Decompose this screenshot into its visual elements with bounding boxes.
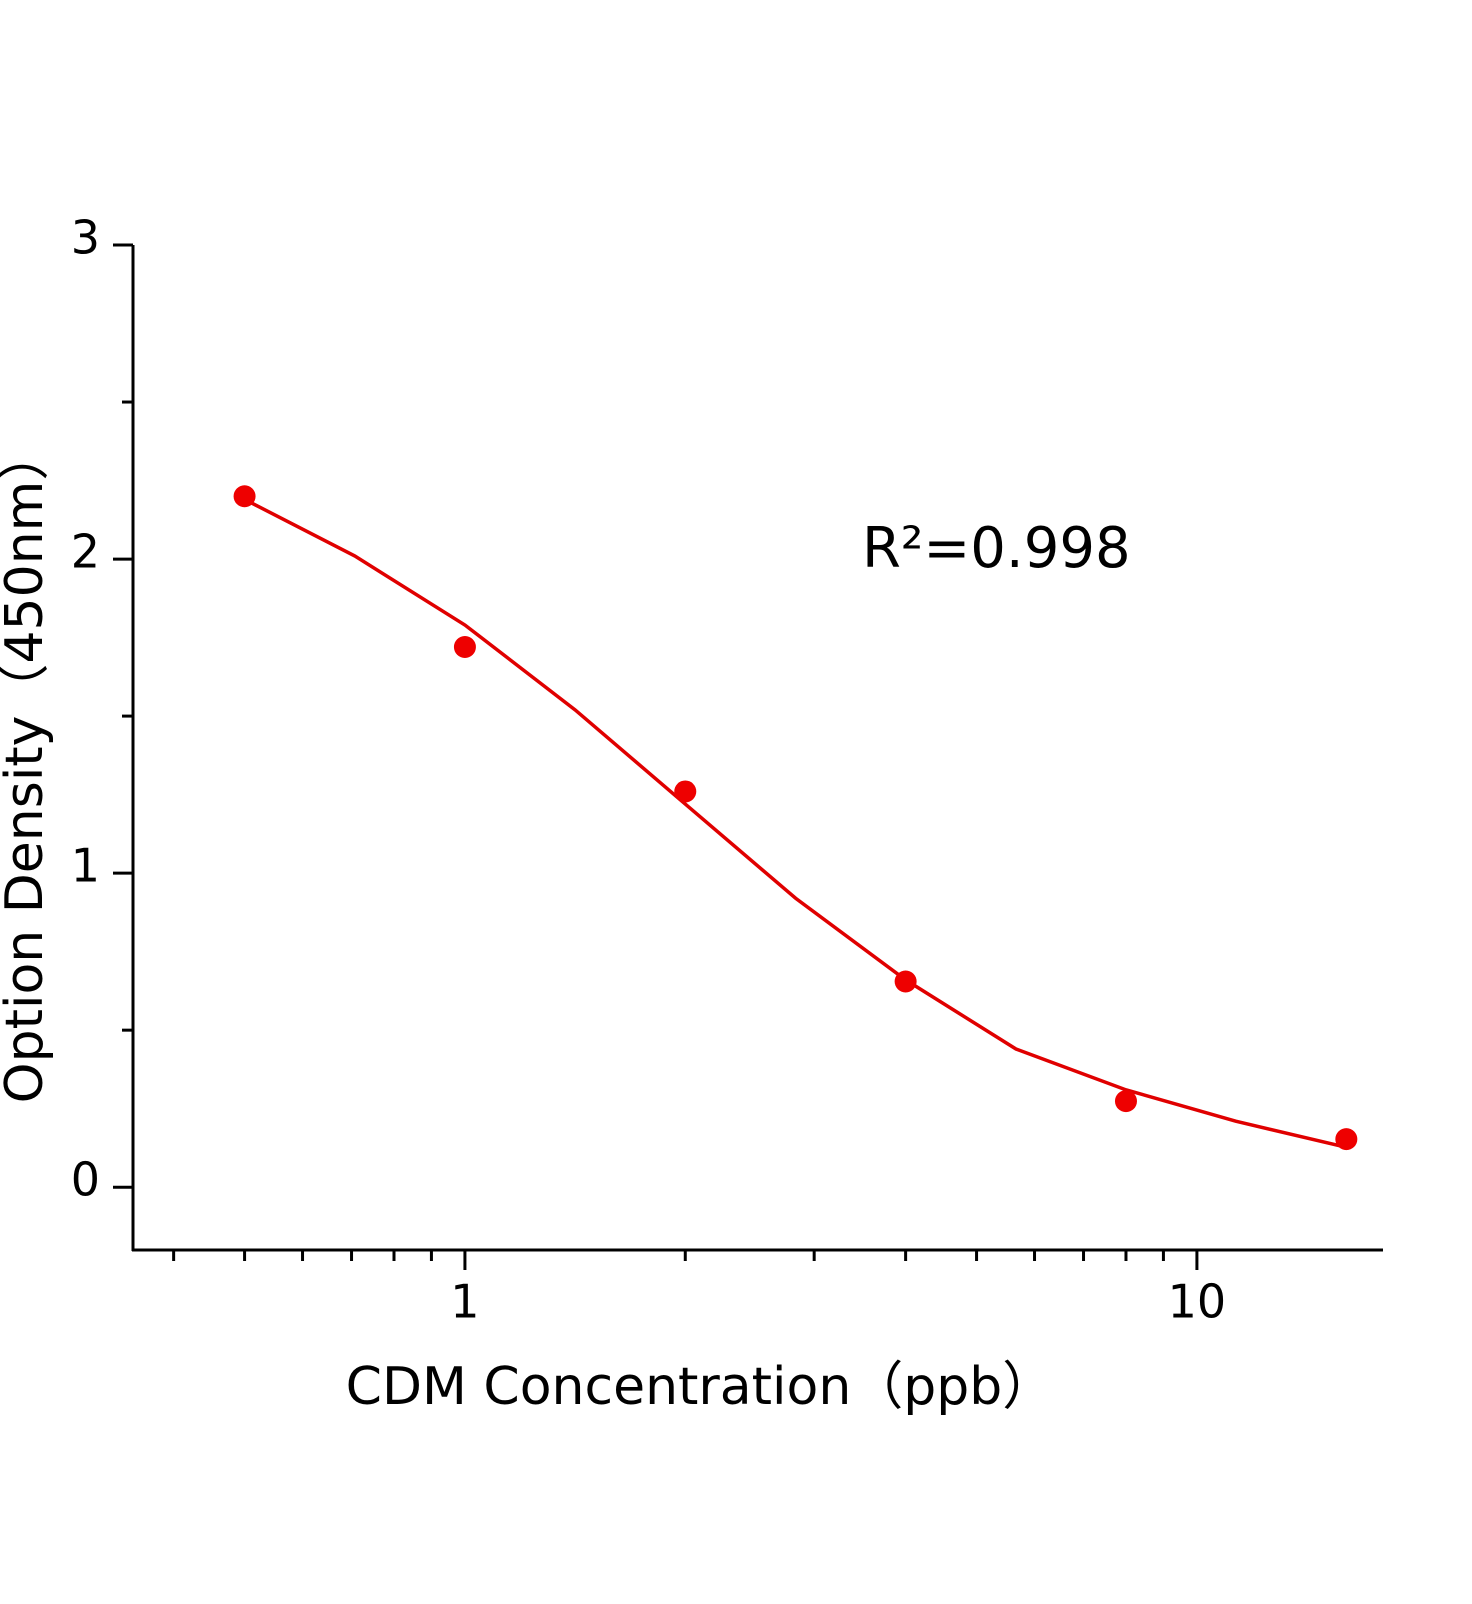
data-point	[1335, 1128, 1358, 1151]
x-tick-label: 10	[1168, 1275, 1227, 1329]
x-tick-label: 1	[450, 1275, 479, 1329]
y-tick-label: 2	[71, 525, 100, 579]
data-point	[233, 485, 256, 508]
data-point	[894, 970, 917, 993]
data-point	[674, 780, 697, 803]
data-point	[1114, 1090, 1137, 1113]
annotation: R²=0.998	[862, 516, 1131, 581]
y-axis-label: Option Density（450nm）	[0, 429, 55, 1104]
fit-curve	[243, 497, 1347, 1150]
y-tick-label: 3	[71, 211, 100, 265]
y-tick-label: 0	[71, 1153, 100, 1207]
data-point	[453, 636, 476, 658]
x-axis-label: CDM Concentration（ppb）	[346, 1357, 1055, 1417]
y-tick-label: 1	[71, 839, 100, 893]
